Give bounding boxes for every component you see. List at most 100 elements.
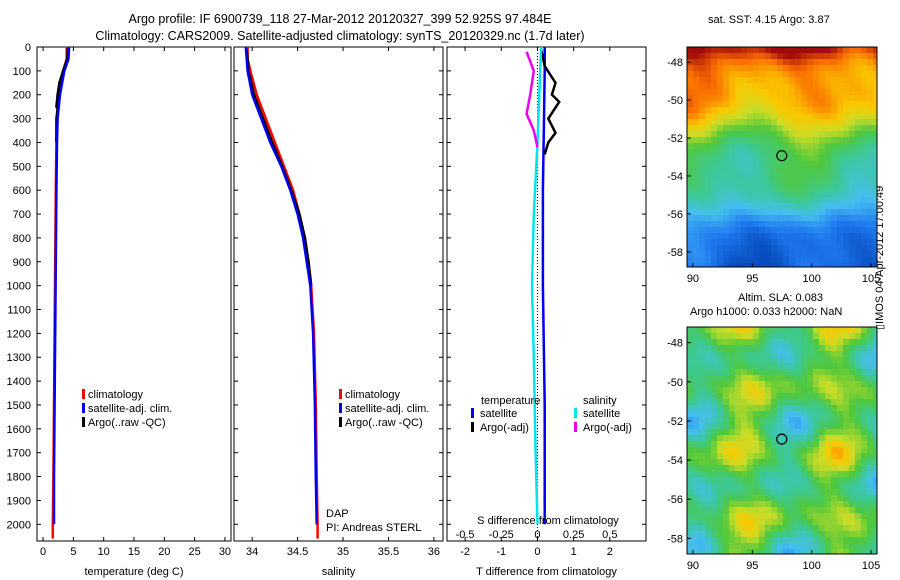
legend-label: Argo(-adj) [583, 422, 632, 434]
sla-ytick-label: -48 [667, 338, 683, 350]
temperature-ytick-label: 1900 [7, 495, 31, 507]
temperature-ytick-label: 1800 [7, 472, 31, 484]
difference-xtick-label: 0 [534, 546, 540, 558]
temperature-legend: climatology satellite-adj. clim. Argo(..ra… [82, 389, 172, 429]
figure-title-line1: Argo profile: IF 6900739_118 27-Mar-2012… [128, 12, 552, 26]
sst-ytick-label: -56 [667, 209, 683, 221]
sst-xtick-label: 100 [803, 273, 821, 285]
temperature-xtick-label: 5 [70, 546, 76, 558]
legend-header-salinity: salinity [583, 395, 617, 407]
sst-ytick-label: -52 [667, 133, 683, 145]
salinity-annotation-dap: DAP [326, 508, 349, 520]
temperature-ytick-label: 400 [13, 137, 31, 149]
difference-xtick-label: -1 [496, 546, 506, 558]
legend-label: Argo(-adj) [480, 422, 529, 434]
temperature-ytick-label: 2000 [7, 519, 31, 531]
sla-xtick-label: 90 [687, 560, 699, 572]
sla-map-subtitle: Argo h1000: 0.033 h2000: NaN [690, 306, 843, 318]
legend-swatch [82, 389, 85, 399]
difference-top-tick-label: 0 [534, 529, 540, 541]
salinity-xtick-label: 34.5 [287, 546, 308, 558]
temperature-xtick-label: 20 [158, 546, 170, 558]
sst-ytick-label: -54 [667, 171, 683, 183]
difference-top-tick-label: -0.5 [456, 529, 475, 541]
difference-xtick-label: -2 [460, 546, 470, 558]
difference-series-salinity-satellite [530, 46, 543, 525]
temperature-ytick-label: 900 [13, 257, 31, 269]
legend-label: satellite-adj. clim. [345, 403, 429, 415]
temperature-ytick-label: 300 [13, 114, 31, 126]
legend-swatch [471, 408, 474, 418]
temperature-ytick-label: 1400 [7, 376, 31, 388]
temperature-ytick-label: 1300 [7, 352, 31, 364]
panel-difference: -2 -1 0 1 2 T difference from climatology [446, 46, 647, 578]
temperature-xtick-label: 15 [128, 546, 140, 558]
difference-top-tick-label: 0.5 [602, 529, 617, 541]
temperature-ytick-label: 800 [13, 233, 31, 245]
salinity-series-satellite-adj--clim- [244, 46, 318, 525]
legend-label: climatology [345, 389, 401, 401]
sla-ytick-label: -52 [667, 416, 683, 428]
salinity-legend: climatology satellite-adj. clim. Argo(..ra… [339, 389, 429, 429]
difference-series-salinity-argo--adj- [525, 51, 539, 148]
legend-label: satellite [583, 408, 620, 420]
temperature-xtick-label: 0 [40, 546, 46, 558]
sla-argo-position-marker [776, 433, 788, 445]
legend-swatch [339, 417, 342, 427]
panel-temperature: 0 5 10 15 20 25 30 temperature (deg C) 0 100 200 30… [7, 42, 232, 578]
temperature-ytick-label: 700 [13, 209, 31, 221]
temperature-ytick-label: 1200 [7, 328, 31, 340]
legend-swatch [82, 417, 85, 427]
salinity-series-climatology [246, 47, 319, 539]
difference-legend: temperature salinitysatelliteArgo(-adj)sa… [456, 395, 632, 541]
difference-top-tick-label: 0.25 [563, 529, 584, 541]
legend-label: Argo(..raw -QC) [88, 417, 166, 429]
legend-label: satellite-adj. clim. [88, 403, 172, 415]
temperature-ytick-label: 1000 [7, 281, 31, 293]
temperature-ytick-label: 1100 [7, 305, 31, 317]
sla-xtick-label: 105 [862, 560, 880, 572]
sla-xtick-label: 100 [803, 560, 821, 572]
legend-swatch [574, 422, 577, 432]
legend-swatch [339, 389, 342, 399]
difference-xtick-label: 2 [607, 546, 613, 558]
legend-swatch [82, 403, 85, 413]
legend-swatch [574, 408, 577, 418]
legend-swatch [471, 422, 474, 432]
legend-swatch [339, 403, 342, 413]
salinity-xtick-label: 34 [246, 546, 258, 558]
sla-xtick-label: 95 [746, 560, 758, 572]
temperature-ytick-label: 0 [25, 42, 31, 54]
difference-xtick-label: 1 [571, 546, 577, 558]
sst-xtick-label: 105 [862, 273, 880, 285]
sst-xtick-label: 95 [746, 273, 758, 285]
temperature-ytick-label: 1700 [7, 448, 31, 460]
salinity-annotation-pi: PI: Andreas STERL [326, 522, 421, 534]
temperature-ytick-label: 500 [13, 161, 31, 173]
sst-map-box [686, 46, 878, 268]
sst-argo-position-marker [776, 150, 788, 162]
legend-header-temperature: temperature [481, 395, 540, 407]
sla-ytick-label: -50 [667, 377, 683, 389]
salinity-xtick-label: 35 [337, 546, 349, 558]
difference-top-axis-label: S difference from climatology [477, 515, 619, 527]
difference-series-temperature-argo--adj- [539, 49, 561, 155]
salinity-xlabel: salinity [322, 566, 356, 578]
temperature-xtick-label: 30 [219, 546, 231, 558]
sst-xtick-label: 90 [687, 273, 699, 285]
legend-label: Argo(..raw -QC) [345, 417, 423, 429]
sla-map-field [687, 327, 877, 554]
sst-ytick-label: -50 [667, 95, 683, 107]
temperature-series-satellite-adj--clim- [52, 46, 71, 525]
temperature-ytick-label: 200 [13, 90, 31, 102]
sst-map-field [687, 47, 877, 267]
difference-xlabel: T difference from climatology [476, 566, 617, 578]
temperature-xtick-label: 25 [189, 546, 201, 558]
sla-map-frame: 90 95 100 105 -48 -50 -52 -54 -56 -58 [667, 326, 880, 572]
sst-ytick-label: -48 [667, 57, 683, 69]
temperature-axes-box [36, 46, 232, 542]
sla-ytick-label: -54 [667, 455, 683, 467]
salinity-xtick-label: 35.5 [378, 546, 399, 558]
figure-title-line2: Climatology: CARS2009. Satellite-adjuste… [95, 29, 585, 43]
